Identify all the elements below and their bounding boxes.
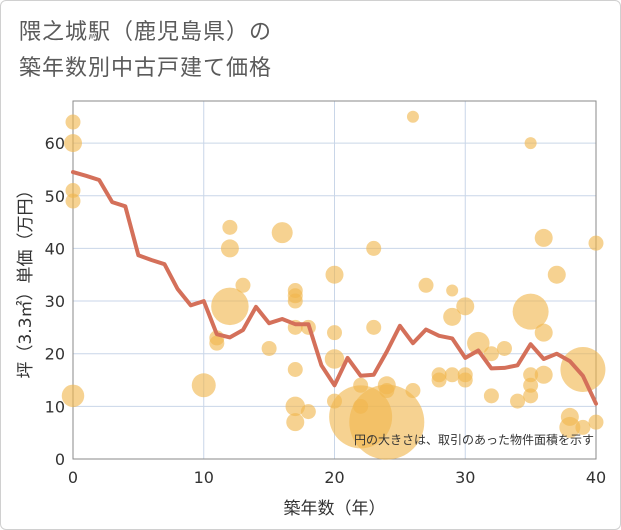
data-bubble: [443, 307, 462, 326]
data-bubble: [366, 240, 382, 256]
data-bubble: [366, 319, 382, 335]
data-bubble: [324, 349, 345, 369]
x-tick-label: 10: [194, 468, 214, 487]
data-bubble: [327, 325, 342, 341]
data-bubble: [287, 362, 303, 377]
data-bubble: [61, 384, 85, 408]
data-bubble: [349, 384, 425, 460]
data-bubble: [444, 367, 460, 383]
data-bubble: [496, 340, 512, 356]
data-bubble: [65, 193, 81, 209]
plot-frame: [72, 100, 597, 460]
x-axis-label: 築年数（年）: [284, 499, 386, 519]
data-bubble: [524, 137, 537, 150]
data-bubble: [512, 293, 549, 330]
data-bubble: [191, 373, 216, 398]
data-bubble: [220, 239, 239, 258]
trend-layer: [71, 170, 598, 406]
data-bubble: [510, 393, 526, 409]
data-bubble: [523, 377, 539, 393]
chart-title-line-1: 隈之城駅（鹿児島県）の: [19, 20, 273, 45]
y-axis-label: 坪（3.3㎡）単価（万円）: [16, 181, 36, 378]
data-bubble: [211, 287, 249, 326]
chart-title: 隈之城駅（鹿児島県）の 築年数別中古戸建て価格: [19, 15, 272, 87]
data-bubble: [65, 114, 81, 130]
y-tick-label: 0: [55, 450, 65, 469]
data-bubble: [406, 110, 419, 123]
data-bubble: [65, 183, 81, 198]
data-bubble: [446, 284, 459, 297]
data-bubble: [405, 383, 421, 399]
y-tick-label: 50: [45, 187, 65, 206]
data-bubble: [534, 365, 553, 384]
y-tick-label: 60: [45, 134, 65, 153]
trend-line: [71, 170, 598, 406]
data-bubble: [431, 372, 447, 388]
data-bubble: [325, 265, 344, 284]
data-bubble: [287, 293, 303, 309]
data-bubble: [483, 388, 499, 404]
data-bubble: [222, 219, 238, 235]
data-bubble: [300, 404, 316, 420]
y-tick-label: 10: [45, 397, 65, 416]
data-bubble: [588, 414, 604, 430]
y-tick-label: 40: [45, 239, 65, 258]
data-bubble: [560, 347, 606, 392]
data-bubble: [575, 419, 591, 435]
data-bubble: [456, 297, 475, 316]
data-bubble: [534, 228, 553, 247]
data-bubble: [523, 367, 539, 383]
data-bubble: [286, 413, 305, 432]
data-bubble: [285, 396, 306, 417]
data-bubble: [235, 277, 251, 293]
bubble-layer: [61, 110, 606, 460]
data-bubble: [534, 323, 553, 342]
data-bubble: [467, 331, 490, 355]
data-bubble: [483, 346, 499, 362]
data-bubble: [418, 277, 434, 293]
data-bubble: [64, 134, 82, 153]
y-tick-label: 20: [45, 345, 65, 364]
data-bubble: [457, 372, 473, 388]
x-tick-label: 0: [68, 468, 78, 487]
data-bubble: [261, 340, 277, 356]
data-bubble: [523, 388, 539, 404]
x-tick-label: 40: [586, 468, 606, 487]
data-bubble: [588, 235, 604, 251]
data-bubble: [559, 416, 581, 438]
y-tick-label: 30: [45, 292, 65, 311]
bubble-size-note: 円の大きさは、取引のあった物件面積を示す: [354, 432, 594, 447]
x-tick-label: 30: [455, 468, 475, 487]
tick-layer: 0 10 20 30 40 0 10 20 30 40 50 60: [45, 134, 607, 487]
data-bubble: [547, 265, 566, 284]
chart-title-line-2: 築年数別中古戸建て価格: [19, 56, 273, 81]
data-bubble: [271, 222, 293, 244]
x-tick-label: 20: [324, 468, 344, 487]
